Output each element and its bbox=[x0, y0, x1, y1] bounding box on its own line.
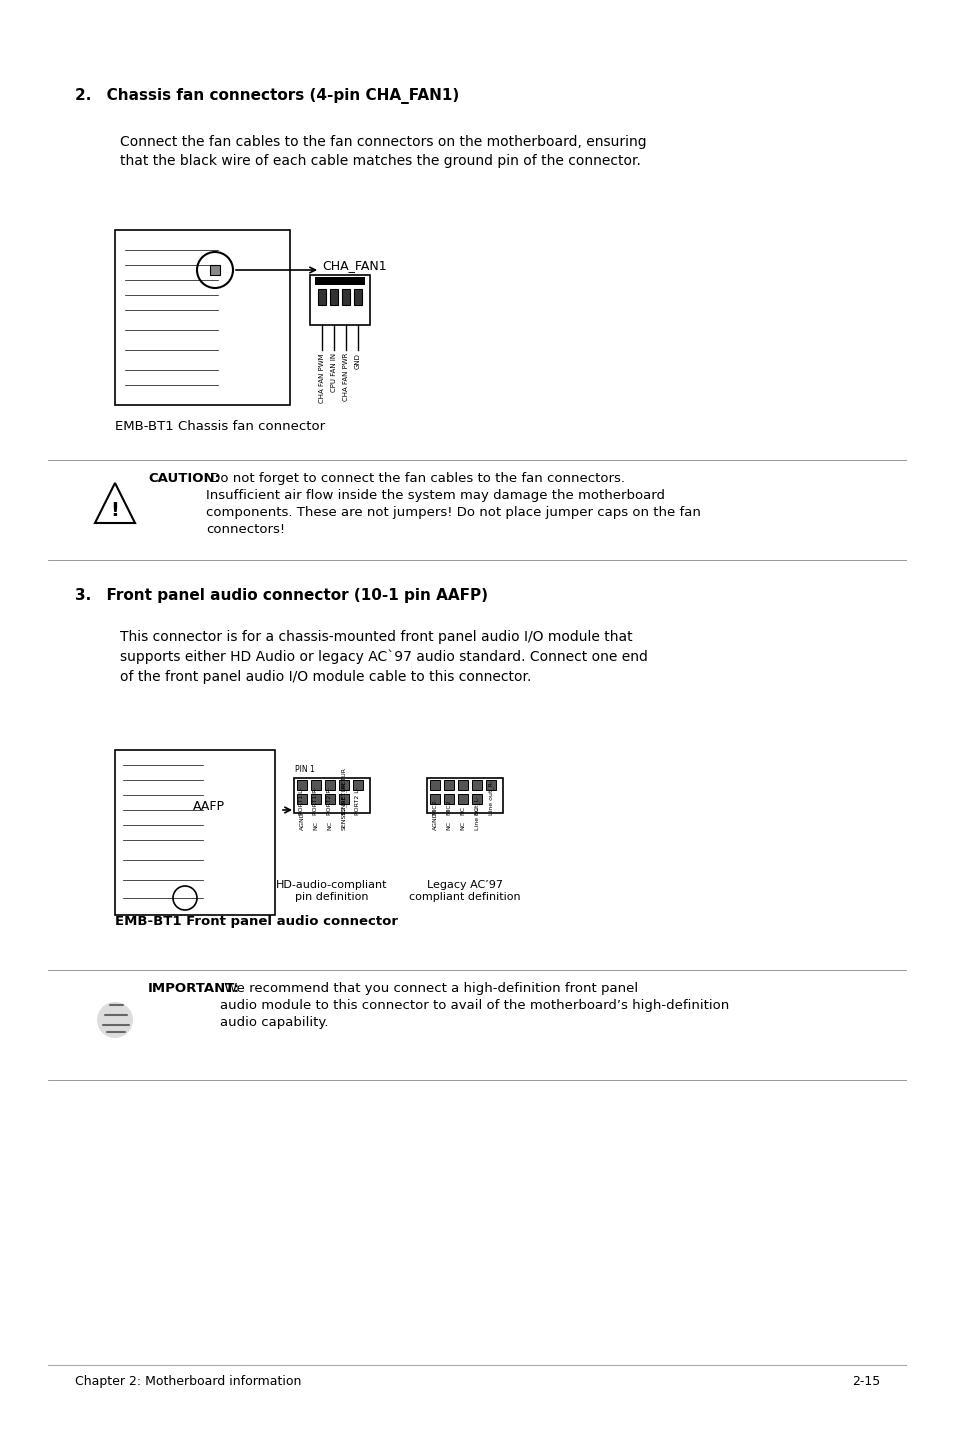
Bar bbox=[353, 779, 363, 789]
Text: AGND: AGND bbox=[432, 811, 437, 830]
Bar bbox=[311, 794, 320, 804]
Text: CHA FAN PWM: CHA FAN PWM bbox=[318, 352, 325, 403]
Bar bbox=[294, 778, 370, 812]
Text: NC: NC bbox=[327, 821, 333, 830]
Text: NC: NC bbox=[460, 805, 465, 815]
Text: 2. Chassis fan connectors (4-pin CHA_FAN1): 2. Chassis fan connectors (4-pin CHA_FAN… bbox=[75, 88, 458, 104]
Text: Legacy AC’97
compliant definition: Legacy AC’97 compliant definition bbox=[409, 880, 520, 903]
Bar bbox=[296, 794, 307, 804]
Text: Line out_R-: Line out_R- bbox=[488, 781, 494, 815]
Bar bbox=[325, 779, 335, 789]
Text: NC: NC bbox=[314, 821, 318, 830]
Text: IMPORTANT:: IMPORTANT: bbox=[148, 982, 240, 995]
Circle shape bbox=[172, 886, 196, 910]
Bar bbox=[115, 230, 290, 406]
Text: Connect the fan cables to the fan connectors on the motherboard, ensuring
that t: Connect the fan cables to the fan connec… bbox=[120, 135, 646, 168]
Bar bbox=[427, 778, 502, 812]
Text: SENSE2_RETUR: SENSE2_RETUR bbox=[341, 782, 347, 830]
Bar bbox=[317, 289, 326, 305]
Text: Do not forget to connect the fan cables to the fan connectors.
Insufficient air : Do not forget to connect the fan cables … bbox=[206, 472, 700, 536]
Bar bbox=[457, 779, 468, 789]
Text: EMB-BT1 Front panel audio connector: EMB-BT1 Front panel audio connector bbox=[115, 915, 397, 928]
Bar bbox=[354, 289, 361, 305]
Text: CPU FAN IN: CPU FAN IN bbox=[331, 352, 336, 393]
Bar bbox=[472, 794, 481, 804]
Bar bbox=[314, 278, 365, 285]
Text: SENSE1_RETUR: SENSE1_RETUR bbox=[341, 766, 347, 815]
Text: Chapter 2: Motherboard information: Chapter 2: Motherboard information bbox=[75, 1375, 301, 1388]
Text: EMB-BT1 Chassis fan connector: EMB-BT1 Chassis fan connector bbox=[115, 420, 325, 433]
Text: NC: NC bbox=[446, 821, 451, 830]
Bar bbox=[443, 779, 454, 789]
Bar bbox=[472, 779, 481, 789]
Text: AAFP: AAFP bbox=[193, 800, 225, 812]
Text: 3. Front panel audio connector (10-1 pin AAFP): 3. Front panel audio connector (10-1 pin… bbox=[75, 588, 488, 603]
Bar bbox=[443, 794, 454, 804]
Text: NC: NC bbox=[460, 821, 465, 830]
Bar bbox=[296, 779, 307, 789]
Text: PORT1 L-: PORT1 L- bbox=[299, 787, 304, 815]
Text: CHA_FAN1: CHA_FAN1 bbox=[322, 259, 386, 272]
Bar bbox=[338, 794, 349, 804]
Text: 2-15: 2-15 bbox=[851, 1375, 879, 1388]
Circle shape bbox=[196, 252, 233, 288]
Text: !: ! bbox=[111, 500, 119, 519]
Text: PORT1 R-: PORT1 R- bbox=[314, 787, 318, 815]
Bar bbox=[341, 289, 350, 305]
Text: AGND: AGND bbox=[299, 811, 304, 830]
Bar bbox=[310, 275, 370, 325]
Text: PORT2 L-: PORT2 L- bbox=[355, 787, 360, 815]
Polygon shape bbox=[95, 483, 135, 523]
Bar bbox=[115, 751, 274, 915]
Bar bbox=[338, 779, 349, 789]
Text: PIN 1: PIN 1 bbox=[294, 765, 314, 774]
Bar bbox=[325, 794, 335, 804]
Text: This connector is for a chassis-mounted front panel audio I/O module that
suppor: This connector is for a chassis-mounted … bbox=[120, 630, 647, 683]
Text: MIC2-: MIC2- bbox=[432, 797, 437, 815]
Bar bbox=[311, 779, 320, 789]
Text: We recommend that you connect a high-definition front panel
audio module to this: We recommend that you connect a high-def… bbox=[220, 982, 728, 1030]
Text: Line out_L-: Line out_L- bbox=[474, 795, 479, 830]
Text: MIC2: MIC2 bbox=[446, 800, 451, 815]
Text: GND: GND bbox=[355, 352, 360, 370]
Bar bbox=[430, 779, 439, 789]
Bar bbox=[430, 794, 439, 804]
Text: NC: NC bbox=[474, 805, 479, 815]
Text: HD-audio-compliant
pin definition: HD-audio-compliant pin definition bbox=[276, 880, 387, 903]
Text: PORT2 R-: PORT2 R- bbox=[327, 787, 333, 815]
Circle shape bbox=[97, 1002, 132, 1038]
Text: CHA FAN PWR: CHA FAN PWR bbox=[343, 352, 349, 401]
Bar bbox=[330, 289, 337, 305]
Bar bbox=[485, 779, 496, 789]
Text: CAUTION:: CAUTION: bbox=[148, 472, 220, 485]
Bar bbox=[457, 794, 468, 804]
Bar bbox=[210, 265, 220, 275]
